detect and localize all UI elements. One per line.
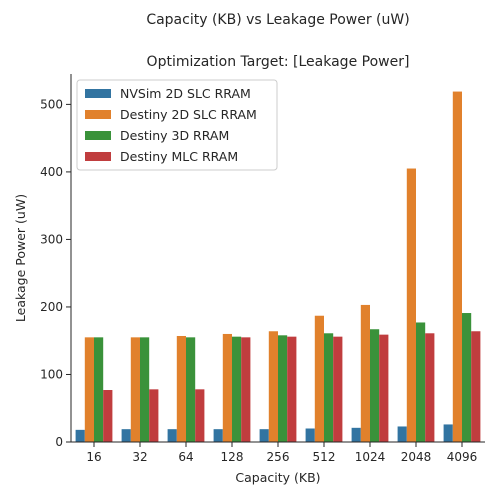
- legend-swatch: [85, 89, 111, 98]
- legend: NVSim 2D SLC RRAM Destiny 2D SLC RRAM Dest…: [76, 79, 278, 171]
- x-tick-label: 1024: [355, 450, 386, 464]
- bar-destiny-3d-rram-2048: [416, 322, 426, 442]
- bar-nvsim-2d-slc-rram-2048: [397, 426, 407, 442]
- bar-destiny-2d-slc-rram-256: [268, 331, 278, 442]
- bar-destiny-3d-rram-256: [278, 335, 288, 442]
- bar-destiny-3d-rram-512: [324, 333, 334, 442]
- bar-nvsim-2d-slc-rram-64: [167, 429, 177, 442]
- legend-label: Destiny 3D RRAM: [120, 128, 229, 143]
- y-tick-label: 400: [40, 165, 63, 179]
- x-tick-label: 64: [178, 450, 193, 464]
- bar-destiny-2d-slc-rram-64: [176, 335, 186, 442]
- y-tick-label: 300: [40, 232, 63, 246]
- bars-group: [75, 91, 481, 442]
- bar-nvsim-2d-slc-rram-1024: [351, 427, 361, 442]
- bar-destiny-2d-slc-rram-2048: [406, 168, 416, 442]
- bar-destiny-2d-slc-rram-16: [84, 337, 94, 442]
- bar-nvsim-2d-slc-rram-512: [305, 428, 315, 442]
- bar-destiny-mlc-rram-1024: [379, 334, 389, 442]
- bar-destiny-2d-slc-rram-1024: [360, 304, 370, 442]
- bar-destiny-mlc-rram-4096: [471, 331, 481, 442]
- bar-destiny-2d-slc-rram-128: [222, 333, 232, 442]
- x-tick-label: 256: [267, 450, 290, 464]
- bar-nvsim-2d-slc-rram-128: [213, 429, 223, 442]
- legend-label: Destiny MLC RRAM: [120, 149, 238, 164]
- bar-destiny-mlc-rram-64: [195, 389, 205, 442]
- x-axis-label: Capacity (KB): [235, 470, 320, 485]
- bar-destiny-3d-rram-4096: [462, 313, 472, 442]
- legend-box: [76, 79, 278, 171]
- legend-swatch: [85, 131, 111, 140]
- x-axis: 16 32 64 128 256 512 1024 2048 4096: [71, 441, 485, 464]
- bar-destiny-2d-slc-rram-4096: [452, 91, 462, 442]
- y-axis-label: Leakage Power (uW): [13, 194, 28, 322]
- y-tick-label: 100: [40, 367, 63, 381]
- bar-destiny-3d-rram-16: [94, 337, 104, 442]
- bar-destiny-3d-rram-32: [140, 337, 150, 442]
- chart-title: Capacity (KB) vs Leakage Power (uW): [146, 12, 409, 28]
- bar-destiny-mlc-rram-512: [333, 336, 343, 442]
- bar-destiny-mlc-rram-256: [287, 336, 297, 442]
- bar-destiny-mlc-rram-16: [103, 390, 113, 442]
- bar-nvsim-2d-slc-rram-16: [75, 429, 85, 442]
- legend-swatch: [85, 110, 111, 119]
- x-tick-label: 512: [313, 450, 336, 464]
- y-tick-label: 500: [40, 97, 63, 111]
- x-tick-label: 16: [86, 450, 101, 464]
- x-tick-label: 2048: [401, 450, 432, 464]
- bar-destiny-3d-rram-1024: [370, 329, 380, 442]
- bar-destiny-2d-slc-rram-32: [130, 337, 140, 442]
- bar-nvsim-2d-slc-rram-4096: [443, 424, 453, 442]
- y-axis: 0 100 200 300 400 500: [40, 74, 72, 449]
- bar-destiny-2d-slc-rram-512: [314, 315, 324, 442]
- bar-destiny-mlc-rram-32: [149, 389, 159, 442]
- legend-label: NVSim 2D SLC RRAM: [120, 86, 251, 101]
- legend-label: Destiny 2D SLC RRAM: [120, 107, 257, 122]
- y-tick-label: 0: [55, 435, 63, 449]
- chart-subtitle: Optimization Target: [Leakage Power]: [147, 54, 410, 70]
- x-tick-label: 32: [132, 450, 147, 464]
- x-tick-label: 4096: [447, 450, 478, 464]
- x-tick-label: 128: [221, 450, 244, 464]
- bar-destiny-mlc-rram-2048: [425, 333, 435, 442]
- bar-nvsim-2d-slc-rram-256: [259, 429, 269, 442]
- legend-swatch: [85, 152, 111, 161]
- bar-nvsim-2d-slc-rram-32: [121, 429, 131, 442]
- bar-destiny-3d-rram-128: [232, 336, 242, 442]
- bar-destiny-mlc-rram-128: [241, 337, 251, 442]
- bar-destiny-3d-rram-64: [186, 337, 196, 442]
- y-tick-label: 200: [40, 300, 63, 314]
